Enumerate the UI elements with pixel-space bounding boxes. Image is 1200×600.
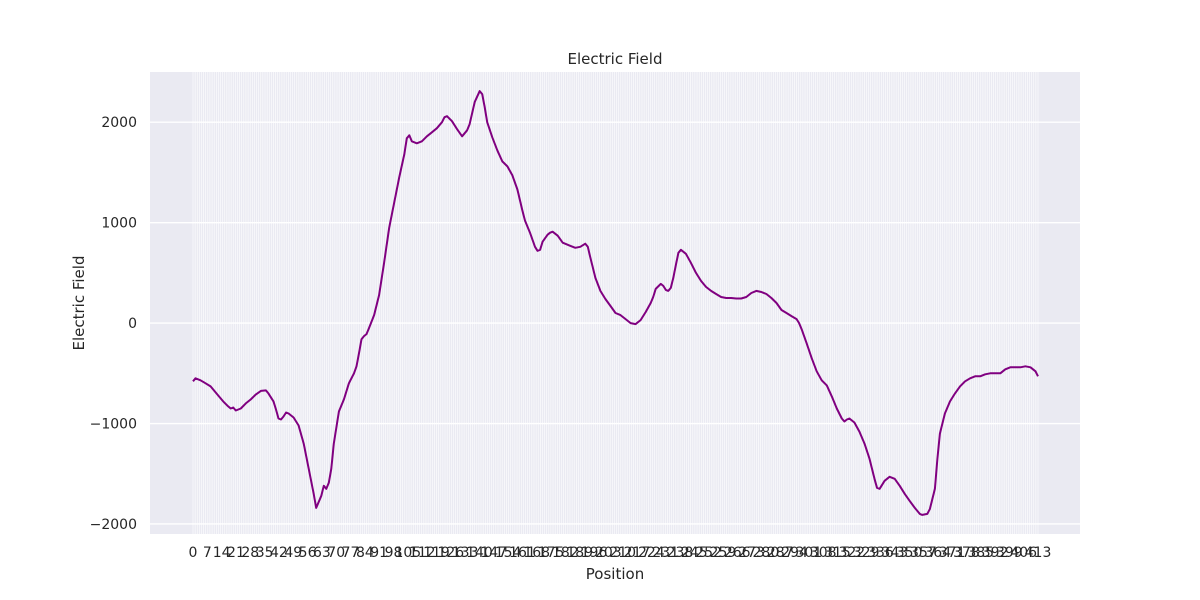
x-tick-label: 259 bbox=[710, 545, 737, 561]
x-tick-label: 413 bbox=[1025, 545, 1052, 561]
x-tick-label: 35 bbox=[256, 545, 274, 561]
x-tick-label: 91 bbox=[370, 545, 388, 561]
x-tick-label: 70 bbox=[327, 545, 345, 561]
x-tick-label: 238 bbox=[667, 545, 694, 561]
x-tick-label: 0 bbox=[189, 545, 198, 561]
x-tick-label: 63 bbox=[313, 545, 331, 561]
x-tick-label: 371 bbox=[939, 545, 966, 561]
x-tick-label: 21 bbox=[227, 545, 245, 561]
x-tick-label: 154 bbox=[495, 545, 522, 561]
y-tick-labels: −2000 −1000 0 1000 2000 bbox=[90, 115, 137, 533]
x-tick-label: 49 bbox=[284, 545, 302, 561]
y-tick-label: 1000 bbox=[101, 216, 137, 232]
x-tick-label: 217 bbox=[624, 545, 651, 561]
x-tick-label: 378 bbox=[953, 545, 980, 561]
x-tick-label: 406 bbox=[1010, 545, 1037, 561]
x-tick-label: 147 bbox=[480, 545, 507, 561]
x-tick-label: 343 bbox=[881, 545, 908, 561]
x-tick-label: 42 bbox=[270, 545, 288, 561]
x-tick-label: 357 bbox=[910, 545, 937, 561]
x-tick-label: 196 bbox=[581, 545, 608, 561]
x-tick-label: 98 bbox=[385, 545, 403, 561]
x-tick-label: 140 bbox=[466, 545, 493, 561]
x-tick-label: 294 bbox=[781, 545, 808, 561]
x-tick-label: 189 bbox=[566, 545, 593, 561]
x-tick-label: 161 bbox=[509, 545, 536, 561]
x-tick-label: 399 bbox=[996, 545, 1023, 561]
x-tick-label: 315 bbox=[824, 545, 851, 561]
x-tick-label: 287 bbox=[767, 545, 794, 561]
y-tick-label: 0 bbox=[128, 316, 137, 332]
x-tick-label: 14 bbox=[213, 545, 231, 561]
x-tick-label: 126 bbox=[437, 545, 464, 561]
x-tick-label: 392 bbox=[982, 545, 1009, 561]
y-gridlines bbox=[150, 121, 1080, 525]
x-tick-label: 112 bbox=[409, 545, 436, 561]
x-tick-label: 105 bbox=[394, 545, 421, 561]
x-tick-label: 28 bbox=[241, 545, 259, 561]
x-tick-label: 322 bbox=[838, 545, 865, 561]
series-line bbox=[192, 90, 1039, 516]
x-tick-label: 245 bbox=[681, 545, 708, 561]
x-tick-label: 224 bbox=[638, 545, 665, 561]
x-tick-label: 385 bbox=[967, 545, 994, 561]
x-tick-label: 266 bbox=[724, 545, 751, 561]
x-tick-label: 119 bbox=[423, 545, 450, 561]
x-gridlines bbox=[192, 72, 1039, 534]
chart-title: Electric Field bbox=[568, 50, 663, 68]
x-tick-label: 175 bbox=[538, 545, 565, 561]
x-tick-label: 231 bbox=[652, 545, 679, 561]
x-tick-label: 329 bbox=[853, 545, 880, 561]
x-tick-label: 280 bbox=[753, 545, 780, 561]
x-tick-label: 133 bbox=[452, 545, 479, 561]
x-tick-labels: 0 7 14212835424956637077849198105112119126… bbox=[189, 545, 1052, 561]
series-layer bbox=[192, 90, 1039, 516]
x-tick-label: 350 bbox=[896, 545, 923, 561]
x-tick-label: 182 bbox=[552, 545, 579, 561]
x-tick-label: 308 bbox=[810, 545, 837, 561]
x-tick-label: 301 bbox=[795, 545, 822, 561]
x-tick-label: 84 bbox=[356, 545, 374, 561]
x-tick-label: 252 bbox=[695, 545, 722, 561]
y-tick-label: 2000 bbox=[101, 115, 137, 131]
x-tick-label: 7 bbox=[203, 545, 212, 561]
x-axis-title: Position bbox=[586, 565, 644, 583]
x-tick-label: 168 bbox=[523, 545, 550, 561]
y-axis-title: Electric Field bbox=[70, 256, 88, 351]
y-tick-label: −1000 bbox=[90, 417, 137, 433]
x-tick-label: 273 bbox=[738, 545, 765, 561]
x-tick-label: 336 bbox=[867, 545, 894, 561]
y-tick-label: −2000 bbox=[90, 517, 137, 533]
x-tick-label: 56 bbox=[299, 545, 317, 561]
x-tick-label: 364 bbox=[924, 545, 951, 561]
x-tick-label: 210 bbox=[609, 545, 636, 561]
x-tick-label: 77 bbox=[342, 545, 360, 561]
x-tick-label: 203 bbox=[595, 545, 622, 561]
